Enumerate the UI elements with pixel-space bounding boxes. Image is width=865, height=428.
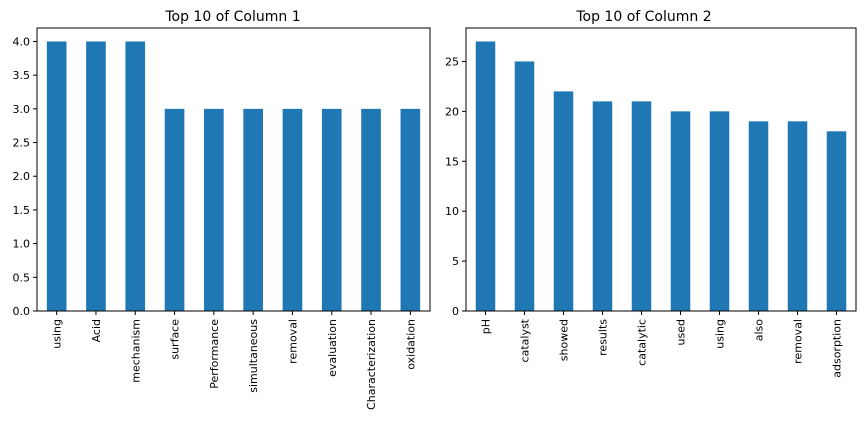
chart-1-bar-8 — [361, 108, 381, 311]
chart-2-title: Top 10 of Column 2 — [575, 9, 711, 25]
chart-2-xtick-label-3: results — [597, 319, 610, 356]
chart-1-bar-9 — [400, 108, 421, 311]
chart-2-xtick-label-0: pH — [480, 319, 493, 334]
chart-2-xtick-label-8: removal — [792, 319, 805, 364]
chart-2: Top 10 of Column 2 pH catalyst showed resul… — [445, 9, 857, 378]
chart-2-ytick-label-4: 20 — [445, 105, 459, 118]
chart-1-xtick-label-8: Characterization — [365, 319, 378, 410]
chart-1-title: Top 10 of Column 1 — [164, 9, 300, 25]
chart-1-bar-5 — [243, 108, 263, 311]
chart-1-xtick-label-3: surface — [169, 319, 182, 360]
chart-2-xtick-label-9: adsorption — [831, 319, 844, 378]
chart-1-ytick-label-7: 3.5 — [13, 69, 31, 82]
chart-1-bar-3 — [164, 108, 185, 311]
chart-2-xtick-label-5: used — [675, 319, 688, 345]
chart-1-xtick-label-1: Acid — [90, 319, 103, 342]
chart-1-ytick-label-6: 3.0 — [13, 103, 31, 116]
chart-1-xtick-label-6: removal — [286, 319, 299, 364]
chart-2-bar-5 — [670, 111, 691, 312]
chart-2-bar-2 — [553, 91, 574, 312]
chart-1-xtick-label-7: evaluation — [326, 319, 339, 377]
chart-1-ytick-label-8: 4.0 — [13, 35, 31, 48]
chart-2-xtick-label-6: using — [714, 319, 727, 349]
chart-1-xtick-label-9: oxidation — [404, 319, 417, 370]
chart-1-bar-1 — [86, 41, 106, 311]
chart-1-ytick-label-5: 2.5 — [13, 137, 31, 150]
chart-1-bar-2 — [125, 41, 146, 311]
chart-1-xtick-label-5: simultaneous — [247, 319, 260, 393]
chart-2-bar-7 — [748, 121, 769, 311]
chart-2-bar-9 — [826, 131, 847, 311]
chart-1-bar-6 — [282, 108, 303, 311]
chart-1-ytick-label-0: 0.0 — [13, 305, 31, 318]
chart-1-ytick-label-2: 1.0 — [13, 238, 31, 251]
chart-1-ytick-label-3: 1.5 — [13, 204, 31, 217]
chart-1-bar-4 — [204, 108, 224, 311]
chart-2-bar-4 — [631, 101, 652, 312]
chart-2-ytick-label-2: 10 — [445, 205, 459, 218]
chart-2-xtick-label-4: catalytic — [636, 319, 649, 366]
chart-2-axes-frame — [465, 27, 857, 312]
chart-2-bar-0 — [475, 41, 496, 311]
chart-2-bar-8 — [787, 121, 808, 311]
chart-2-xtick-label-7: also — [753, 319, 766, 342]
chart-1-axes-frame — [36, 27, 431, 312]
chart-2-bar-3 — [592, 101, 613, 312]
chart-2-xtick-label-1: catalyst — [519, 318, 532, 362]
chart-2-ytick-label-3: 15 — [445, 155, 459, 168]
chart-2-ytick-label-1: 5 — [452, 255, 459, 268]
chart-1-ytick-label-4: 2.0 — [13, 170, 31, 183]
chart-2-xtick-label-2: showed — [558, 319, 571, 361]
chart-1-ytick-label-1: 0.5 — [13, 271, 31, 284]
chart-2-ytick-label-5: 25 — [445, 55, 459, 68]
chart-1-bar-0 — [46, 41, 67, 311]
chart-1: Top 10 of Column 1 using Acid mechanism sur… — [13, 9, 431, 410]
chart-2-bar-1 — [514, 61, 535, 311]
chart-2-ytick-label-0: 0 — [452, 305, 459, 318]
chart-1-xtick-label-2: mechanism — [129, 319, 142, 383]
chart-1-xtick-label-0: using — [51, 319, 64, 349]
chart-2-bar-6 — [709, 111, 730, 312]
chart-1-bar-7 — [321, 108, 342, 311]
chart-1-xtick-label-4: Performance — [208, 319, 221, 389]
